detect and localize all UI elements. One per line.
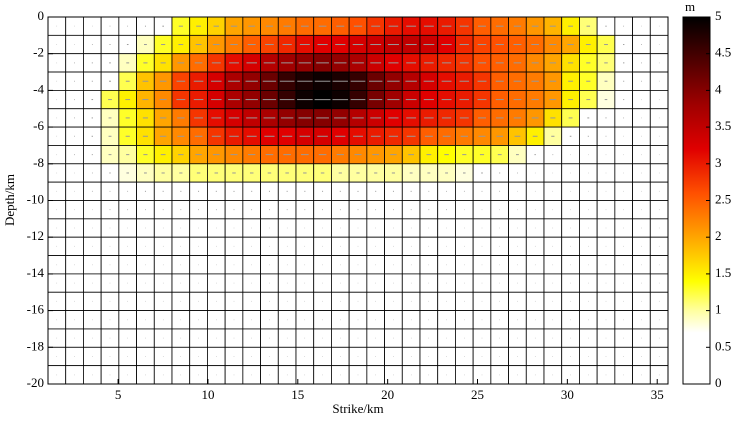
- colorbar-tick-label: 1: [715, 302, 722, 317]
- y-tick-label: -14: [27, 265, 45, 280]
- colorbar-tick-label: 0.5: [715, 338, 731, 353]
- y-tick-label: -18: [27, 338, 44, 353]
- y-tick-label: -16: [27, 302, 45, 317]
- y-tick-label: 0: [38, 8, 45, 23]
- colorbar-tick-label: 2.5: [715, 191, 731, 206]
- colorbar-tick-label: 2: [715, 228, 722, 243]
- x-tick-label: 10: [201, 387, 214, 402]
- x-tick-label: 25: [471, 387, 484, 402]
- colorbar-tick-label: 4.5: [715, 45, 731, 60]
- x-tick-label: 20: [381, 387, 394, 402]
- x-tick-label: 30: [561, 387, 574, 402]
- colorbar-tick-label: 0: [715, 375, 722, 390]
- colorbar: [682, 16, 711, 385]
- y-tick-label: -8: [33, 155, 44, 170]
- colorbar-title: m: [685, 0, 695, 14]
- colorbar-tick-label: 3.5: [715, 118, 731, 133]
- x-axis-title: Strike/km: [332, 401, 383, 416]
- y-tick-label: -12: [27, 228, 44, 243]
- x-tick-label: 5: [115, 387, 122, 402]
- y-tick-label: -2: [33, 45, 44, 60]
- y-tick-label: -20: [27, 375, 44, 390]
- x-tick-label: 35: [651, 387, 664, 402]
- colorbar-tick-label: 5: [715, 8, 722, 23]
- x-tick-label: 15: [291, 387, 304, 402]
- y-tick-label: -4: [33, 81, 44, 96]
- y-tick-label: -6: [33, 118, 44, 133]
- y-tick-label: -10: [27, 191, 44, 206]
- colorbar-tick-label: 3: [715, 155, 722, 170]
- colorbar-tick-label: 4: [715, 81, 722, 96]
- colorbar-tick-label: 1.5: [715, 265, 731, 280]
- y-axis-title: Depth/km: [2, 174, 17, 226]
